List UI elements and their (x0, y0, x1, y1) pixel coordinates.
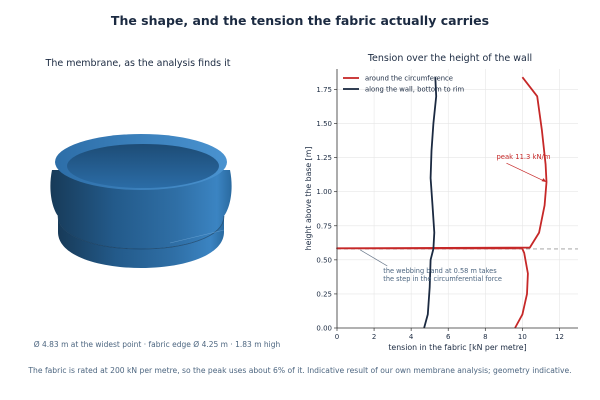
webbing-arrow (360, 249, 388, 267)
y-tick-label: 0.25 (316, 290, 332, 298)
x-tick-label: 12 (555, 333, 564, 341)
dimensions-caption: Ø 4.83 m at the widest point · fabric ed… (33, 340, 281, 349)
chart-axes: 0 2 4 6 8 10 12 0.00 0.25 0.50 0.75 1.00 1.25 1.50 1.7… (304, 69, 578, 352)
x-tick-label: 2 (372, 333, 376, 341)
y-tick-label: 1.50 (316, 120, 332, 128)
footnote: The fabric is rated at 200 kN per metre,… (28, 366, 572, 375)
y-tick-label: 0.50 (316, 256, 332, 264)
legend-label: along the wall, bottom to rim (365, 86, 465, 94)
figure-title: The shape, and the tension the fabric ac… (110, 13, 490, 28)
x-tick-label: 6 (446, 333, 451, 341)
chart-legend: around the circumference along the wall, … (343, 75, 465, 94)
membrane-3d-render (50, 134, 232, 268)
x-axis-label: tension in the fabric [kN per metre] (388, 343, 526, 352)
y-tick-label: 1.00 (316, 188, 332, 196)
peak-annotation: peak 11.3 kN/m (496, 153, 550, 161)
webbing-annotation: the webbing band at 0.58 m takes (383, 267, 497, 275)
annotation-layer: peak 11.3 kN/m the webbing band at 0.58 m… (360, 153, 551, 283)
series-layer (336, 76, 548, 329)
chart-title: Tension over the height of the wall (367, 53, 533, 64)
x-tick-label: 10 (518, 333, 527, 341)
x-tick-label: 8 (483, 333, 487, 341)
circumferential-tension-line (336, 76, 548, 329)
x-tick-label: 4 (409, 333, 414, 341)
y-tick-label: 0.75 (316, 222, 332, 230)
peak-arrowhead (541, 178, 547, 183)
x-tick-label: 0 (335, 333, 339, 341)
peak-arrow (506, 162, 545, 182)
membrane-body (50, 134, 232, 268)
meridional-tension-line (423, 77, 438, 329)
y-axis-label: height above the base [m] (304, 147, 313, 251)
y-tick-label: 0.00 (316, 325, 332, 333)
webbing-annotation-line2: the step in the circumferential force (383, 275, 502, 283)
chart-grid (336, 69, 578, 329)
membrane-panel-title: The membrane, as the analysis finds it (45, 58, 231, 69)
y-tick-label: 1.25 (316, 154, 332, 162)
legend-label: around the circumference (365, 75, 453, 83)
y-tick-label: 1.75 (316, 86, 332, 94)
